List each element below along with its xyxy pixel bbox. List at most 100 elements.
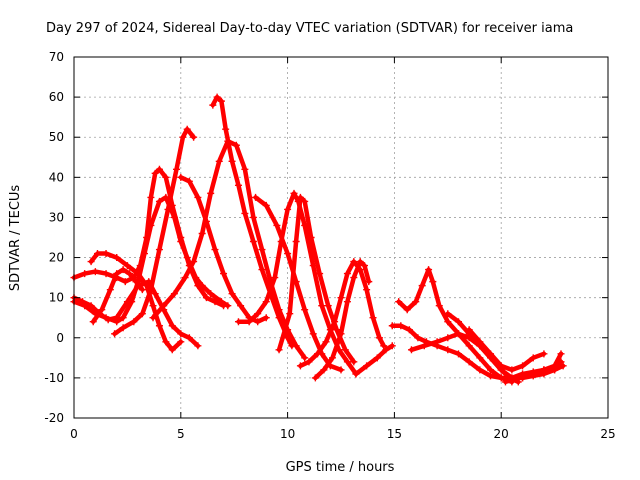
data-point <box>232 141 240 149</box>
series-arc-20 <box>465 326 548 374</box>
data-point <box>237 302 245 310</box>
series-line <box>313 259 372 381</box>
data-point <box>123 298 131 306</box>
data-point <box>444 318 452 326</box>
data-point <box>343 270 351 278</box>
data-point <box>252 193 260 201</box>
data-point <box>168 322 176 330</box>
data-point <box>155 322 163 330</box>
series-line <box>178 175 269 324</box>
data-point <box>89 318 97 326</box>
data-point <box>341 346 349 354</box>
data-point <box>487 350 495 358</box>
y-tick-label: 10 <box>49 291 64 305</box>
data-point <box>352 370 360 378</box>
data-point <box>487 366 495 374</box>
data-point <box>559 362 567 370</box>
plot-frame <box>73 56 609 419</box>
series-arc-15 <box>352 342 396 378</box>
data-point <box>123 262 131 270</box>
data-point <box>113 270 121 278</box>
data-point <box>309 330 317 338</box>
data-point <box>476 338 484 346</box>
data-point <box>382 346 390 354</box>
data-point <box>151 169 159 177</box>
data-point <box>444 334 452 342</box>
series-line <box>150 138 307 361</box>
data-point <box>337 294 345 302</box>
data-point <box>380 342 388 350</box>
data-point <box>177 338 185 346</box>
data-point <box>454 350 462 358</box>
data-point <box>102 250 110 258</box>
series-arc-14 <box>311 258 373 382</box>
data-point <box>369 314 377 322</box>
x-axis-label: GPS time / hours <box>286 460 395 475</box>
data-point <box>508 366 516 374</box>
series-line <box>466 327 547 373</box>
data-point <box>425 266 433 274</box>
data-point <box>155 165 163 173</box>
data-point <box>138 310 146 318</box>
data-point <box>407 346 415 354</box>
data-point <box>119 266 127 274</box>
data-point <box>228 290 236 298</box>
y-tick-label: 70 <box>49 50 64 64</box>
data-point <box>343 298 351 306</box>
data-point <box>328 354 336 362</box>
data-point <box>320 366 328 374</box>
data-point <box>435 302 443 310</box>
data-point <box>194 193 202 201</box>
data-point <box>529 354 537 362</box>
y-tick-label: 30 <box>49 210 64 224</box>
data-point <box>185 334 193 342</box>
data-point <box>143 234 151 241</box>
data-point <box>179 133 187 141</box>
data-point <box>207 189 215 197</box>
data-point <box>433 338 441 346</box>
series-arc-16 <box>388 322 505 382</box>
data-point <box>395 298 403 306</box>
data-point <box>81 270 89 278</box>
data-point <box>104 316 112 324</box>
data-point <box>132 278 140 286</box>
data-point <box>209 101 217 109</box>
data-point <box>363 286 371 294</box>
data-point <box>465 326 473 334</box>
data-point <box>177 330 185 338</box>
data-point <box>211 246 219 254</box>
data-point <box>254 310 262 318</box>
data-point <box>93 250 101 258</box>
data-point <box>540 350 548 358</box>
data-point <box>487 372 495 380</box>
series-line <box>396 267 515 385</box>
data-point <box>331 318 339 326</box>
data-point <box>519 362 527 370</box>
data-point <box>234 318 242 326</box>
data-point <box>288 342 296 350</box>
data-point <box>249 213 257 221</box>
data-point <box>333 326 341 334</box>
data-point <box>130 318 138 326</box>
data-point <box>284 205 292 213</box>
data-point <box>301 306 309 314</box>
x-tick-label: 0 <box>70 427 78 441</box>
data-point <box>324 302 332 310</box>
data-point <box>262 298 270 306</box>
data-point <box>444 346 452 354</box>
series-arc-9 <box>209 93 296 350</box>
y-tick-label: -10 <box>44 371 64 385</box>
data-point <box>241 165 249 173</box>
data-point <box>262 201 270 209</box>
tick-labels: 0 5 10 15 20 25 -20 -10 0 10 20 30 40 50 60 70 <box>44 50 615 441</box>
data-point <box>241 209 249 217</box>
data-point <box>365 278 373 286</box>
data-point <box>356 258 364 266</box>
data-point <box>258 246 266 254</box>
data-point <box>262 314 270 322</box>
data-point <box>316 270 324 278</box>
series-line <box>90 267 145 324</box>
data-point <box>314 350 322 358</box>
data-point <box>91 268 99 276</box>
